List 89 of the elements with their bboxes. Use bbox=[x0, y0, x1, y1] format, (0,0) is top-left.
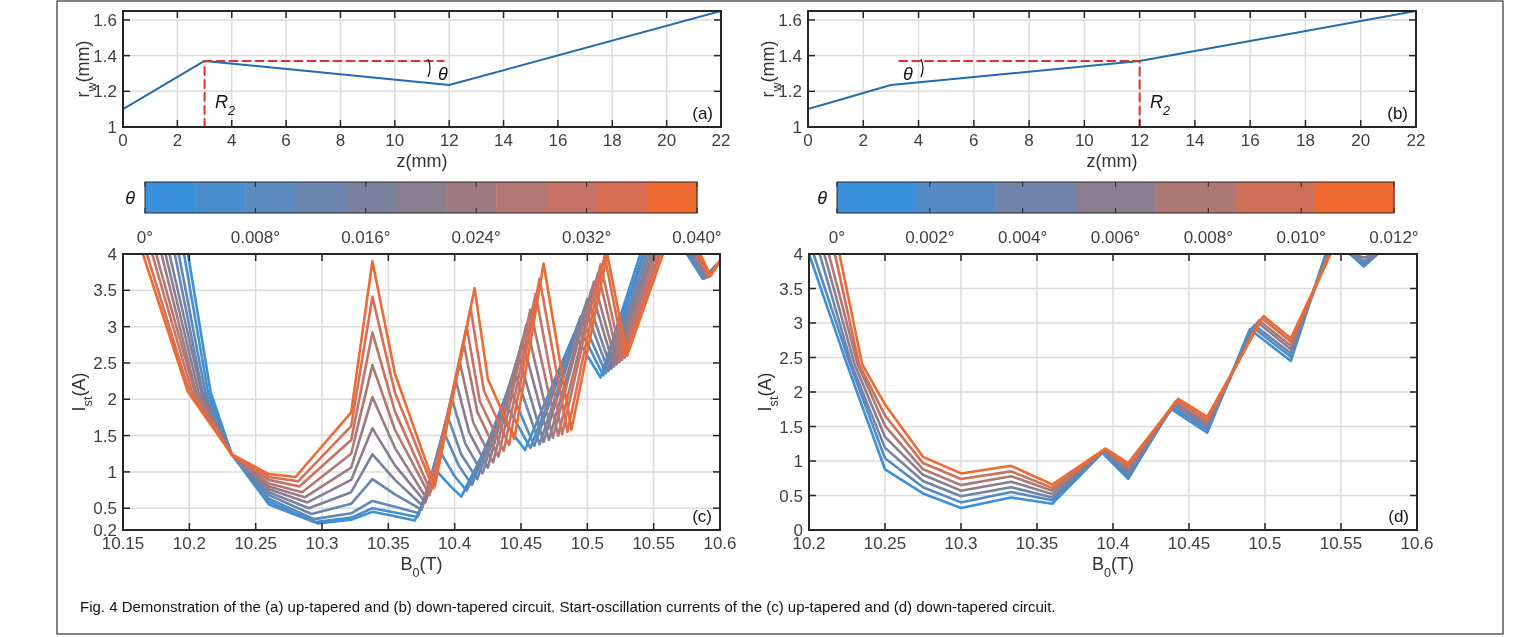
x-axis-title: z(mm) bbox=[1086, 151, 1138, 171]
annotation: R$_{2}$ bbox=[1149, 92, 1171, 118]
x-tick-label: 10.35 bbox=[1015, 534, 1059, 553]
caption: Fig. 4 Demonstration of the (a) up-tapered and (b) down-tapered circuit. Start-oscillation currents of the (c) up-tapered and (d) down-tapered circuit. bbox=[80, 598, 1056, 615]
x-tick-label: 10.25 bbox=[234, 534, 277, 553]
x-tick-label: 10.5 bbox=[1248, 534, 1282, 553]
color-bar-label: 0.004° bbox=[997, 228, 1048, 247]
color-bar-label: 0.024° bbox=[451, 228, 501, 247]
color-bar-title: θ bbox=[817, 187, 828, 208]
y-tick-label: 3.5 bbox=[93, 281, 117, 301]
annotation: (c) bbox=[692, 507, 712, 526]
y-tick-label: 0.5 bbox=[93, 499, 117, 519]
x-tick-label: 10 bbox=[1074, 131, 1094, 150]
y-tick-label: 2 bbox=[793, 383, 803, 402]
y-tick-label: 4 bbox=[793, 245, 803, 264]
x-tick-label: 6 bbox=[281, 131, 291, 150]
x-tick-label: 18 bbox=[1295, 131, 1315, 150]
x-tick-label: 8 bbox=[1024, 131, 1034, 150]
x-tick-label: 20 bbox=[657, 131, 677, 150]
y-tick-label: 0.5 bbox=[779, 486, 803, 506]
y-tick-label: 3 bbox=[793, 314, 803, 333]
color-bar-label: 0.008° bbox=[230, 228, 281, 247]
annotation: θ bbox=[438, 64, 449, 84]
annotation: (a) bbox=[692, 104, 713, 123]
color-bar-label: 0.010° bbox=[1276, 228, 1326, 247]
y-tick-label: 4 bbox=[107, 245, 117, 264]
x-tick-label: 18 bbox=[602, 131, 622, 150]
x-tick-label: 2 bbox=[858, 131, 869, 150]
x-tick-label: 16 bbox=[1240, 131, 1260, 150]
x-tick-label: 4 bbox=[913, 131, 924, 150]
color-bar-label: 0° bbox=[828, 228, 846, 247]
color-bar-label: 0.032° bbox=[561, 228, 612, 247]
y-tick-label: 1.5 bbox=[93, 426, 117, 446]
x-tick-label: 10.45 bbox=[1167, 534, 1211, 553]
y-tick-label: 1 bbox=[107, 118, 117, 137]
x-tick-label: 2 bbox=[172, 131, 183, 150]
y-tick-label: 1.4 bbox=[93, 46, 117, 66]
x-tick-label: 14 bbox=[1185, 131, 1205, 150]
annotation: (d) bbox=[1388, 507, 1409, 526]
x-tick-label: 8 bbox=[335, 131, 346, 150]
y-tick-label: 1.6 bbox=[93, 10, 117, 30]
y-tick-label: 1.4 bbox=[778, 46, 802, 66]
x-tick-label: 10.6 bbox=[703, 534, 737, 553]
x-axis-title: B$_{0}$(T) bbox=[1091, 554, 1135, 580]
color-bar-title: θ bbox=[125, 187, 136, 208]
x-tick-label: 20 bbox=[1351, 131, 1371, 150]
y-tick-label: 2.5 bbox=[779, 348, 803, 368]
x-axis-title: z(mm) bbox=[396, 151, 448, 171]
x-tick-label: 10.2 bbox=[172, 534, 206, 553]
color-bar-label: 0° bbox=[136, 228, 154, 247]
x-tick-label: 14 bbox=[494, 131, 514, 150]
y-tick-label: 1 bbox=[792, 118, 802, 137]
x-tick-label: 16 bbox=[548, 131, 568, 150]
x-tick-label: 10 bbox=[385, 131, 405, 150]
x-tick-label: 10.25 bbox=[863, 534, 907, 553]
x-tick-label: 10.3 bbox=[305, 534, 339, 553]
y-tick-label: 3.5 bbox=[779, 279, 803, 299]
x-tick-label: 10.4 bbox=[438, 534, 472, 553]
x-tick-label: 10.35 bbox=[367, 534, 410, 553]
y-tick-label: 2.5 bbox=[93, 353, 117, 373]
color-bar-label: 0.006° bbox=[1090, 228, 1141, 247]
x-tick-label: 10.3 bbox=[944, 534, 978, 553]
y-tick-label: 1.6 bbox=[778, 10, 802, 30]
annotation: (b) bbox=[1387, 104, 1408, 123]
x-tick-label: 6 bbox=[969, 131, 979, 150]
annotation: R$_{2}$ bbox=[214, 92, 236, 118]
x-tick-label: 10.6 bbox=[1400, 534, 1434, 553]
x-tick-label: 4 bbox=[226, 131, 237, 150]
x-tick-label: 10.45 bbox=[499, 534, 543, 553]
y-tick-label: 3 bbox=[107, 317, 117, 337]
annotation: θ bbox=[903, 64, 914, 84]
color-bar-label: 0.002° bbox=[905, 228, 955, 247]
x-tick-label: 12 bbox=[1130, 131, 1150, 150]
x-tick-label: 10.55 bbox=[1319, 534, 1363, 553]
y-tick-label: 1 bbox=[107, 462, 117, 482]
color-bar-label: 0.008° bbox=[1183, 228, 1234, 247]
color-bar-label: 0.040° bbox=[672, 228, 722, 247]
x-axis-title: B$_{0}$(T) bbox=[400, 554, 443, 580]
x-tick-label: 22 bbox=[711, 131, 731, 150]
y-tick-label: 1 bbox=[793, 452, 803, 471]
color-bar-label: 0.016° bbox=[341, 228, 391, 247]
x-tick-label: 12 bbox=[439, 131, 459, 150]
x-tick-label: 10.5 bbox=[570, 534, 604, 553]
x-tick-label: 10.55 bbox=[632, 534, 675, 553]
y-tick-label: 2 bbox=[107, 390, 117, 410]
x-tick-label: 10.4 bbox=[1096, 534, 1130, 553]
y-tick-label: 1.5 bbox=[779, 417, 803, 437]
color-bar-label: 0.012° bbox=[1369, 228, 1419, 247]
x-tick-label: 22 bbox=[1406, 131, 1426, 150]
